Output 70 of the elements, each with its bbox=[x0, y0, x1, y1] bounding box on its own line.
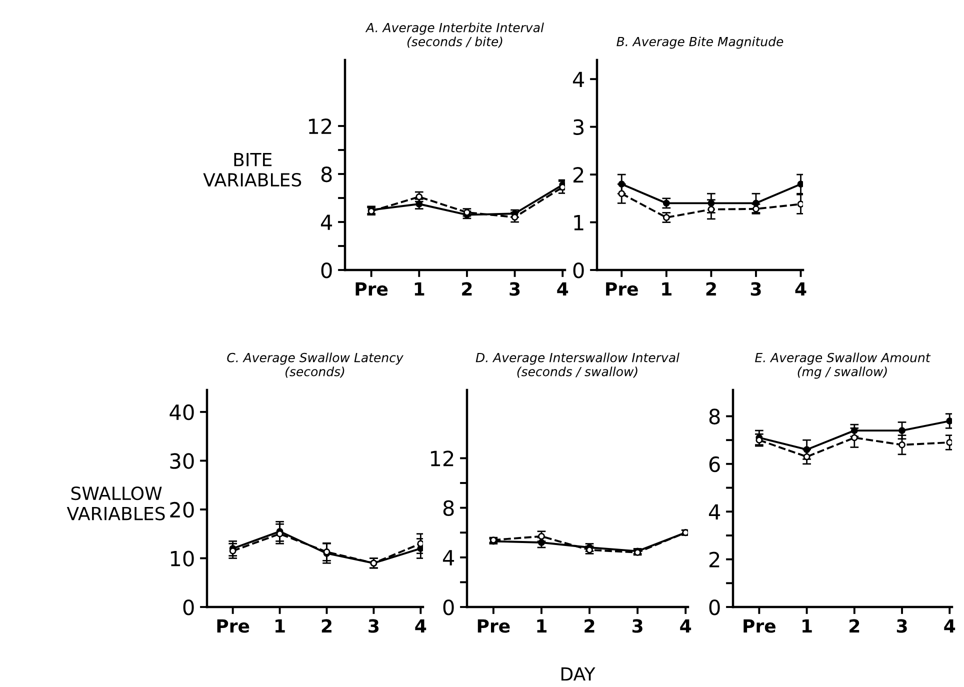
y-tick-label: 6 bbox=[709, 456, 720, 472]
x-tick-label: 3 bbox=[632, 619, 642, 633]
x-tick-label: 4 bbox=[795, 282, 806, 296]
point bbox=[708, 200, 715, 207]
y-tick-label: 20 bbox=[170, 502, 194, 518]
point bbox=[797, 200, 803, 208]
point bbox=[803, 446, 810, 454]
point bbox=[618, 190, 626, 198]
x-tick-label: 2 bbox=[850, 619, 860, 633]
y-tick-label: 4 bbox=[442, 550, 454, 566]
x-axis-title: DAY bbox=[561, 667, 596, 681]
y-tick-label: 4 bbox=[708, 504, 720, 520]
y-tick-label: 10 bbox=[170, 550, 194, 566]
point bbox=[898, 427, 906, 434]
y-tick-label: 3 bbox=[574, 119, 584, 136]
x-tick-label: 3 bbox=[368, 619, 379, 633]
point bbox=[850, 427, 858, 434]
y-axis-title: SWALLOW VARIABLES bbox=[66, 486, 165, 520]
x-tick-label: 1 bbox=[537, 619, 547, 633]
y-tick-label: 0 bbox=[709, 599, 720, 616]
x-tick-label: 4 bbox=[680, 619, 692, 633]
x-tick-label: Pre bbox=[217, 619, 250, 633]
x-tick-label: Pre bbox=[356, 282, 388, 296]
x-tick-label: 1 bbox=[802, 619, 812, 633]
y-tick-label: 30 bbox=[170, 453, 194, 469]
point bbox=[708, 206, 715, 213]
x-tick-label: 3 bbox=[510, 282, 520, 296]
x-tick-label: 3 bbox=[750, 282, 761, 296]
point bbox=[752, 200, 760, 207]
x-tick-label: Pre bbox=[478, 619, 510, 633]
x-tick-label: 1 bbox=[276, 619, 285, 633]
x-tick-label: 1 bbox=[662, 282, 672, 296]
y-tick-label: 8 bbox=[443, 500, 454, 516]
y-tick-label: 40 bbox=[170, 404, 194, 420]
y-tick-label: 0 bbox=[443, 599, 454, 616]
point bbox=[618, 180, 626, 188]
chart-title: B. Average Bite Magnitude bbox=[616, 36, 784, 49]
y-tick-label: 1 bbox=[574, 215, 584, 230]
y-tick-label: 12 bbox=[308, 118, 332, 134]
y-tick-label: 0 bbox=[183, 599, 194, 616]
x-tick-label: Pre bbox=[744, 619, 776, 633]
y-axis-title: BITE VARIABLES bbox=[203, 153, 302, 187]
point bbox=[797, 180, 803, 188]
y-tick-label: 8 bbox=[321, 166, 332, 182]
x-tick-label: 2 bbox=[462, 282, 472, 296]
y-tick-label: 4 bbox=[320, 214, 332, 230]
chart-title: C. Average Swallow Latency (seconds) bbox=[227, 352, 404, 378]
y-tick-label: 2 bbox=[573, 167, 584, 182]
y-tick-label: 2 bbox=[709, 552, 720, 568]
x-tick-label: 1 bbox=[414, 282, 424, 296]
point bbox=[946, 438, 952, 446]
y-tick-label: 0 bbox=[573, 262, 584, 278]
x-tick-label: 2 bbox=[584, 619, 594, 633]
x-tick-label: 4 bbox=[944, 619, 956, 633]
x-tick-label: 4 bbox=[557, 282, 568, 296]
y-tick-label: 12 bbox=[430, 450, 454, 466]
y-tick-label: 4 bbox=[572, 72, 584, 88]
chart-title: A. Average Interbite Interval (seconds / bite) bbox=[365, 22, 544, 48]
chart-title: D. Average Interswallow Interval (seconds / swallow) bbox=[476, 352, 680, 378]
point bbox=[946, 418, 952, 424]
x-tick-label: Pre bbox=[606, 282, 638, 296]
x-tick-label: 3 bbox=[896, 619, 907, 633]
x-tick-label: 4 bbox=[415, 619, 426, 633]
chart-title: E. Average Swallow Amount (mg / swallow) bbox=[755, 352, 931, 379]
point bbox=[803, 453, 810, 460]
y-tick-label: 8 bbox=[709, 408, 720, 424]
point bbox=[538, 539, 545, 546]
point bbox=[898, 441, 906, 448]
point bbox=[850, 434, 858, 442]
y-tick-label: 0 bbox=[321, 262, 332, 278]
